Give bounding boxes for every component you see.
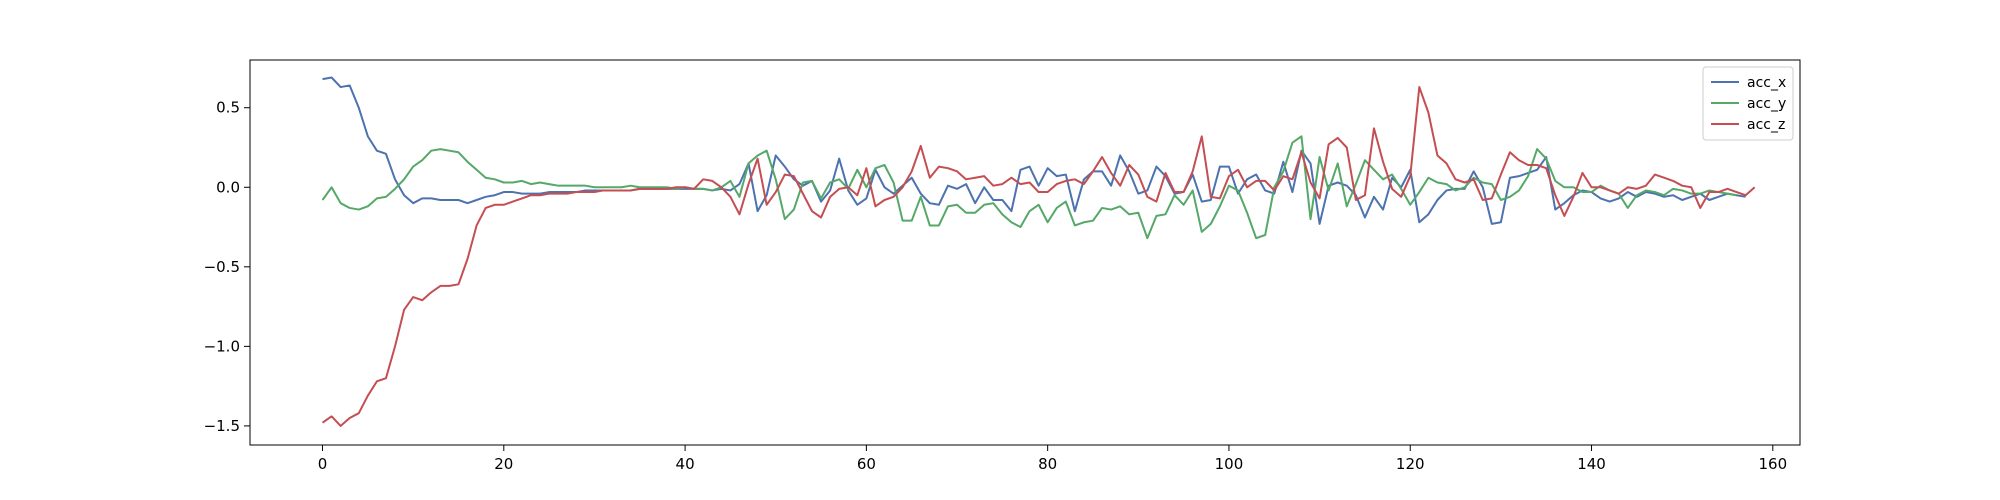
y-tick-label: 0.5 <box>216 99 240 117</box>
x-tick-label: 20 <box>494 455 513 473</box>
legend-label-acc_z: acc_z <box>1747 117 1785 133</box>
x-axis: 0 20 40 60 80 100 120 140 160 <box>318 445 1787 473</box>
y-tick-label: −1.0 <box>204 337 240 355</box>
plot-lines <box>321 76 1756 427</box>
series-line-acc_x <box>322 76 1746 225</box>
y-tick-label: −0.5 <box>204 258 240 276</box>
x-tick-label: 160 <box>1758 455 1787 473</box>
x-tick-label: 100 <box>1215 455 1244 473</box>
plot-frame <box>249 59 1801 446</box>
x-tick-label: 0 <box>318 455 328 473</box>
legend-box <box>1702 66 1794 141</box>
legend-label-acc_x: acc_x <box>1747 75 1786 91</box>
x-tick-label: 40 <box>676 455 695 473</box>
legend-label-acc_y: acc_y <box>1747 96 1786 112</box>
y-tick-label: −1.5 <box>204 417 240 435</box>
x-tick-label: 120 <box>1396 455 1425 473</box>
legend: acc_x acc_y acc_z <box>1702 66 1794 141</box>
x-tick-label: 140 <box>1577 455 1606 473</box>
series-line-acc_y <box>321 135 1737 240</box>
series-line-acc_z <box>321 86 1756 427</box>
x-tick-label: 60 <box>857 455 876 473</box>
x-tick-label: 80 <box>1038 455 1057 473</box>
y-tick-label: 0.0 <box>216 178 240 196</box>
y-axis: −1.5 −1.0 −0.5 0.0 0.5 <box>204 99 250 435</box>
